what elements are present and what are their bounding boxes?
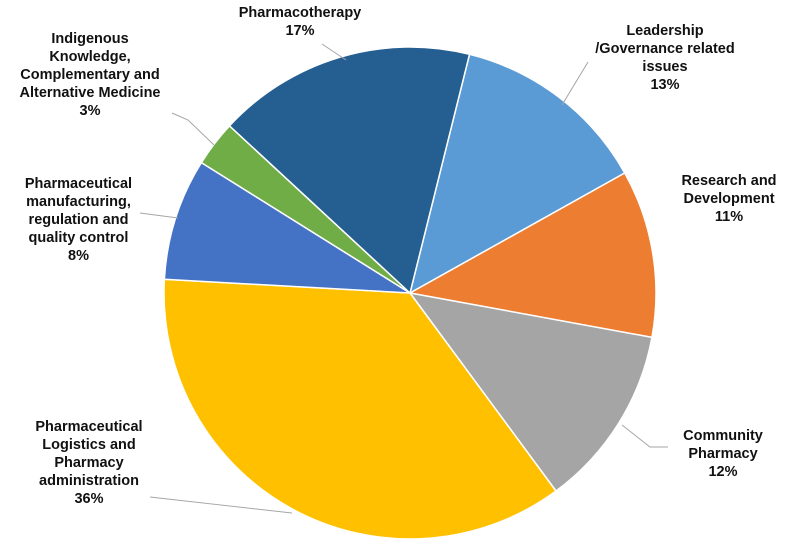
leader-line-manufacturing	[139, 212, 179, 219]
pie-slice-pharmaceutical-manufacturing	[163, 161, 411, 294]
slice-value-community-pharmacy: 12%	[708, 464, 738, 480]
slice-value-pharmaceutical-logistics: 36%	[74, 491, 104, 507]
pie-slice-community-pharmacy	[408, 291, 653, 493]
slice-value-pharmacotherapy: 17%	[285, 23, 315, 39]
slice-value-indigenous-knowledge: 3%	[79, 103, 101, 119]
slice-value-pharmaceutical-manufacturing: 8%	[68, 248, 89, 264]
leader-line-pharmacotherapy	[321, 43, 347, 61]
pie-slice-pharmacotherapy	[228, 46, 471, 295]
leader-line-leadership	[561, 61, 589, 106]
slice-value-research-development: 11%	[714, 209, 744, 225]
slice-label-pharmaceutical-logistics: Pharmaceutical Logistics and Pharmacy ad…	[14, 418, 164, 508]
slice-label-research-development: Research and Development 11%	[670, 172, 788, 226]
leader-line-logistics	[149, 496, 293, 514]
slice-label-leadership-governance: Leadership /Governance related issues 13…	[590, 22, 740, 94]
pie-slice-pharmaceutical-logistics	[163, 278, 558, 540]
leader-line-community	[621, 424, 668, 448]
slice-label-indigenous-knowledge: Indigenous Knowledge, Complementary and …	[6, 30, 174, 120]
pie-slice-leadership-governance	[408, 53, 626, 295]
slice-label-pharmacotherapy: Pharmacotherapy 17%	[220, 4, 380, 40]
slice-value-leadership-governance: 13%	[650, 77, 680, 93]
slice-label-community-pharmacy: Community Pharmacy 12%	[668, 427, 778, 481]
slice-label-pharmaceutical-manufacturing: Pharmaceutical manufacturing, regulation…	[6, 175, 151, 265]
leader-line-indigenous	[171, 112, 215, 146]
pie-slice-research-development	[407, 171, 657, 339]
